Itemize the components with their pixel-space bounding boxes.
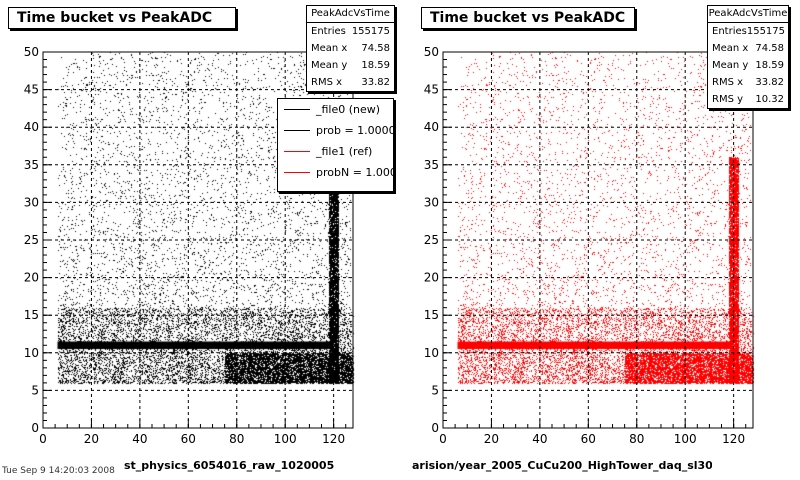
right-y-tick-label-2: 10: [424, 346, 439, 360]
left-x-tick-label-5: 100: [274, 432, 297, 446]
left-stats-box: PeakAdcVsTime Entries 155175 Mean x 74.58 …: [306, 5, 395, 92]
right-y-tick-label-3: 15: [424, 308, 439, 322]
left-y-tick-label-4: 20: [24, 271, 39, 285]
legend-line-file0: [284, 109, 310, 110]
left-stats-row-rms-x: RMS x 33.82: [311, 77, 390, 88]
left-file-label: st_physics_6054016_raw_1020005: [124, 459, 335, 472]
left-x-tick-label-4: 80: [229, 432, 244, 446]
left-y-tick-label-8: 40: [24, 120, 39, 134]
left-stats-title: PeakAdcVsTime: [307, 6, 394, 23]
right-x-tick-label-1: 20: [484, 432, 499, 446]
left-x-tick-label-2: 40: [132, 432, 147, 446]
right-x-tick-label-3: 60: [581, 432, 596, 446]
left-stats-row-mean-y: Mean y 18.59: [311, 60, 390, 71]
right-stats-title: PeakAdcVsTime: [708, 6, 788, 23]
right-file-label: arision/year_2005_CuCu200_HighTower_daq_…: [412, 459, 712, 472]
right-x-tick-label-2: 40: [532, 432, 547, 446]
legend-entry-file1: _file1 (ref): [278, 141, 393, 162]
right-y-tick-label-9: 45: [424, 83, 439, 97]
legend-box: _file0 (new) prob = 1.000000 _file1 (ref…: [277, 98, 394, 192]
right-stats-row-mean-y: Mean y 18.59: [712, 60, 784, 71]
right-chart-title: Time bucket vs PeakADC: [421, 7, 635, 29]
left-y-tick-label-7: 35: [24, 158, 39, 172]
left-x-tick-label-3: 60: [181, 432, 196, 446]
date-stamp: Tue Sep 9 14:20:03 2008: [2, 466, 115, 476]
right-x-tick-label-6: 120: [722, 432, 745, 446]
left-y-tick-label-10: 50: [24, 45, 39, 59]
left-y-tick-label-5: 25: [24, 233, 39, 247]
legend-entry-probn: probN = 1.000000: [278, 162, 393, 183]
right-y-tick-label-10: 50: [424, 45, 439, 59]
right-x-tick-label-4: 80: [629, 432, 644, 446]
left-y-tick-label-6: 30: [24, 195, 39, 209]
left-stats-row-mean-x: Mean x 74.58: [311, 43, 390, 54]
legend-entry-prob: prob = 1.000000: [278, 120, 393, 141]
left-y-tick-label-9: 45: [24, 83, 39, 97]
left-chart-title: Time bucket vs PeakADC: [8, 7, 236, 29]
left-y-tick-label-3: 15: [24, 308, 39, 322]
right-y-tick-label-0: 0: [431, 421, 439, 435]
left-x-tick-label-0: 0: [39, 432, 47, 446]
right-y-tick-label-8: 40: [424, 120, 439, 134]
right-stats-row-rms-y: RMS y 10.32: [712, 94, 784, 105]
legend-entry-file0: _file0 (new): [278, 99, 393, 120]
right-stats-row-mean-x: Mean x 74.58: [712, 43, 784, 54]
left-stats-row-entries: Entries 155175: [311, 26, 390, 37]
right-y-tick-label-7: 35: [424, 158, 439, 172]
right-x-tick-label-5: 100: [674, 432, 697, 446]
right-stats-row-rms-x: RMS x 33.82: [712, 77, 784, 88]
right-y-tick-label-4: 20: [424, 271, 439, 285]
legend-line-prob: [284, 130, 310, 131]
right-y-tick-label-5: 25: [424, 233, 439, 247]
right-y-tick-label-6: 30: [424, 195, 439, 209]
left-x-tick-label-6: 120: [322, 432, 345, 446]
right-y-tick-label-1: 5: [431, 383, 439, 397]
right-stats-box: PeakAdcVsTime Entries 155175 Mean x 74.58 …: [707, 5, 789, 109]
left-x-tick-label-1: 20: [84, 432, 99, 446]
legend-line-file1: [284, 151, 310, 152]
right-x-tick-label-0: 0: [439, 432, 447, 446]
left-y-tick-label-2: 10: [24, 346, 39, 360]
left-y-tick-label-1: 5: [31, 383, 39, 397]
left-y-tick-label-0: 0: [31, 421, 39, 435]
right-stats-row-entries: Entries 155175: [712, 26, 786, 37]
legend-line-probn: [284, 172, 310, 173]
